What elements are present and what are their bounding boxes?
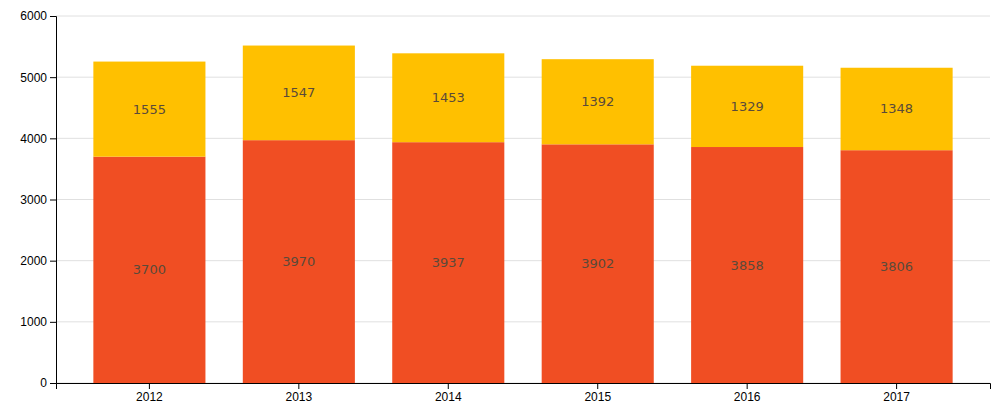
bar xyxy=(243,140,355,383)
tick: 3000 xyxy=(20,193,56,207)
grid xyxy=(56,16,990,383)
tick-label: 2000 xyxy=(20,254,47,268)
tick-mark xyxy=(50,138,56,139)
data-label: 1547 xyxy=(282,85,315,100)
tick-label: 2016 xyxy=(734,390,761,404)
data-label: 3858 xyxy=(731,258,764,273)
plot: 3700 3970 3937 3902 3858 3806 1555 1547 1453 1392… xyxy=(20,9,990,403)
data-label: 3937 xyxy=(432,255,465,270)
tick-label: 2015 xyxy=(584,390,611,404)
tick-mark xyxy=(298,383,299,389)
tick-label: 1000 xyxy=(20,315,47,329)
tick-mark xyxy=(50,322,56,323)
data-label: 3806 xyxy=(880,259,913,274)
tick: 1000 xyxy=(20,315,56,329)
tick: 2013 xyxy=(285,383,312,404)
bar xyxy=(392,142,504,383)
tick: 5000 xyxy=(20,71,56,85)
tick: 2016 xyxy=(734,383,761,404)
bar xyxy=(841,68,953,150)
data-label: 3902 xyxy=(581,256,614,271)
tick-mark xyxy=(597,383,598,389)
y-axis: 0 1000 2000 3000 4000 5000 6000 xyxy=(20,9,56,390)
tick: 2012 xyxy=(136,383,163,404)
tick: 0 xyxy=(40,376,56,390)
bar xyxy=(841,150,953,383)
data-label: 1392 xyxy=(581,94,614,109)
bar xyxy=(93,62,205,157)
tick-label: 5000 xyxy=(20,71,47,85)
chart: 3700 3970 3937 3902 3858 3806 1555 1547 1453 1392… xyxy=(0,0,1006,417)
axis-line xyxy=(57,384,991,390)
data-label: 3970 xyxy=(282,254,315,269)
series xyxy=(93,46,952,157)
tick-mark xyxy=(747,383,748,389)
tick: 2017 xyxy=(883,383,910,404)
axis-line xyxy=(50,17,57,384)
tick-label: 2012 xyxy=(136,390,163,404)
data-label: 1329 xyxy=(731,99,764,114)
grid-line xyxy=(56,16,990,17)
tick: 2000 xyxy=(20,254,56,268)
tick-label: 2014 xyxy=(435,390,462,404)
tick-mark xyxy=(50,16,56,17)
tick-label: 3000 xyxy=(20,193,47,207)
data-label: 3700 xyxy=(133,262,166,277)
bar xyxy=(691,66,803,147)
bar xyxy=(93,157,205,383)
series xyxy=(93,140,952,383)
data-label: 1453 xyxy=(432,90,465,105)
bar xyxy=(243,46,355,141)
tick-mark xyxy=(50,383,56,384)
tick-mark xyxy=(50,200,56,201)
bar xyxy=(542,144,654,383)
data-labels: 3700 3970 3937 3902 3858 3806 1555 1547 1453 1392… xyxy=(133,85,913,277)
tick-label: 2013 xyxy=(285,390,312,404)
tick: 2014 xyxy=(435,383,462,404)
data-label: 1348 xyxy=(880,101,913,116)
x-axis: 2012 2013 2014 2015 2016 2017 xyxy=(57,383,991,404)
tick-mark xyxy=(896,383,897,389)
bar xyxy=(691,147,803,383)
tick: 2015 xyxy=(584,383,611,404)
tick: 6000 xyxy=(20,9,56,23)
bars xyxy=(93,46,952,383)
data-label: 1555 xyxy=(133,102,166,117)
tick-mark xyxy=(50,77,56,78)
tick-label: 2017 xyxy=(883,390,910,404)
tick-label: 6000 xyxy=(20,9,47,23)
bar xyxy=(542,59,654,144)
bar xyxy=(392,53,504,142)
tick-label: 4000 xyxy=(20,132,47,146)
tick-mark xyxy=(448,383,449,389)
tick: 4000 xyxy=(20,132,56,146)
tick-mark xyxy=(149,383,150,389)
tick-label: 0 xyxy=(40,376,47,390)
tick-mark xyxy=(50,261,56,262)
